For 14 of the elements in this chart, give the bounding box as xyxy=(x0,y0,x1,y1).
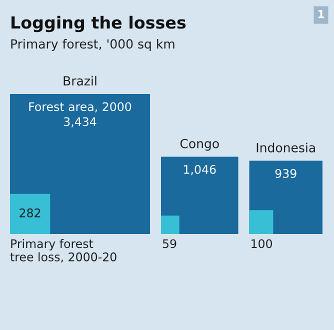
category-label: Congo xyxy=(180,138,219,151)
series-label: Primary forest tree loss, 2000-20 xyxy=(10,239,116,263)
category-label: Indonesia xyxy=(256,142,315,152)
text: Primary forest, '000 sq km xyxy=(11,38,174,52)
category-label: Brazil xyxy=(64,76,96,86)
data-label: 939 xyxy=(275,169,296,178)
series-label: Forest area, 2000 xyxy=(29,102,132,112)
data-label: 1,046 xyxy=(184,164,216,176)
data-label: 3,434 xyxy=(64,117,96,128)
data-label: 59 xyxy=(162,239,176,248)
text: 1 xyxy=(318,10,324,18)
text: Logging the losses xyxy=(12,16,186,32)
data-label: 282 xyxy=(20,208,40,218)
data-label: 100 xyxy=(252,239,272,248)
